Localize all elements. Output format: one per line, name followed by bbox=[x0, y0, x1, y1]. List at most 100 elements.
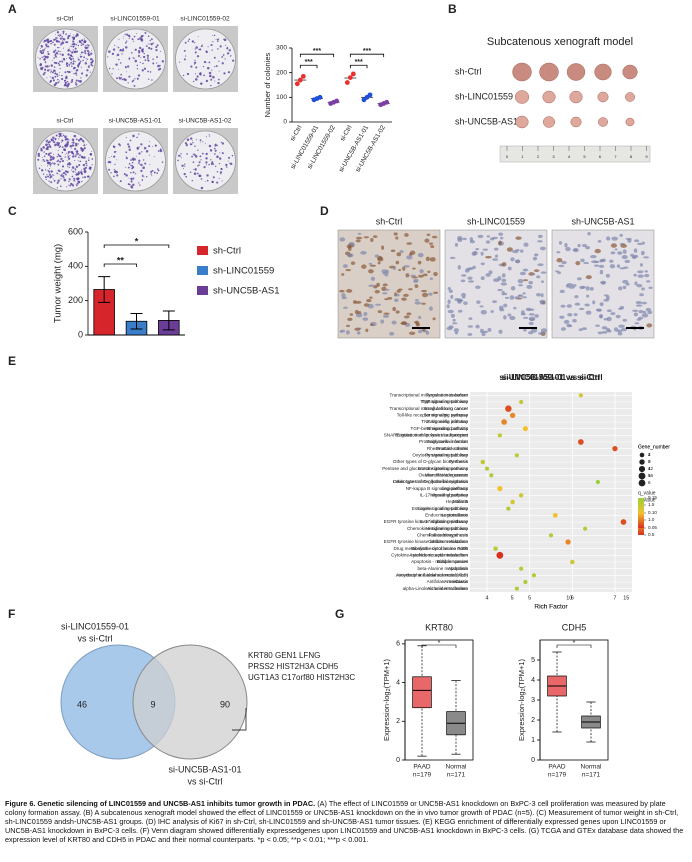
ihc-cell bbox=[565, 246, 571, 252]
ihc-cell bbox=[507, 266, 512, 271]
panel-label: G bbox=[335, 607, 344, 621]
ihc-cell bbox=[404, 233, 409, 237]
colony bbox=[73, 72, 75, 75]
colony bbox=[37, 158, 40, 161]
ihc-cell bbox=[605, 236, 611, 241]
colony bbox=[136, 68, 139, 70]
colony bbox=[125, 40, 128, 42]
colony bbox=[61, 173, 63, 175]
ihc-cell bbox=[420, 289, 428, 293]
category-label: Salmonella infection bbox=[427, 439, 469, 444]
ihc-cell bbox=[633, 273, 637, 277]
colony bbox=[83, 40, 87, 44]
ihc-cell bbox=[414, 299, 419, 302]
caption: Figure 6. Genetic silencing of LINC01559… bbox=[5, 799, 687, 844]
colony bbox=[80, 41, 82, 43]
x-tick-label: 6 bbox=[571, 595, 574, 601]
colony bbox=[138, 182, 140, 184]
colony bbox=[197, 149, 199, 151]
ihc-cell bbox=[501, 262, 507, 267]
ihc-cell bbox=[431, 235, 438, 239]
colony bbox=[133, 85, 136, 87]
ihc-cell bbox=[599, 302, 604, 307]
colony bbox=[127, 34, 131, 37]
bubble bbox=[501, 419, 507, 425]
colony bbox=[67, 155, 70, 158]
caption-body: (A) The effect of LINC01559 or UNC5B-AS1… bbox=[5, 799, 684, 844]
ihc-cell bbox=[540, 280, 545, 283]
colony bbox=[194, 145, 196, 147]
x-tick-label: 4 bbox=[486, 595, 489, 601]
ihc-cell bbox=[575, 260, 581, 266]
ihc-cell bbox=[457, 265, 461, 270]
colony bbox=[134, 78, 136, 80]
ihc-cell bbox=[537, 263, 544, 267]
ihc-cell bbox=[382, 283, 388, 287]
ihc-cell bbox=[499, 236, 504, 240]
colony bbox=[215, 65, 218, 68]
colony bbox=[80, 149, 82, 151]
colony bbox=[204, 180, 206, 182]
bubble bbox=[595, 479, 600, 485]
colony bbox=[45, 43, 48, 47]
ihc-cell bbox=[606, 309, 612, 313]
ihc-cell bbox=[450, 313, 455, 318]
colony bbox=[138, 162, 140, 164]
ihc-cell bbox=[520, 313, 526, 316]
category-label: Histidine metabolism bbox=[426, 526, 469, 531]
colony bbox=[73, 44, 75, 46]
colony bbox=[72, 60, 75, 63]
colony bbox=[43, 71, 46, 74]
colony bbox=[76, 178, 78, 181]
color-legend-bar bbox=[638, 498, 644, 528]
category-label: SNARE interactions in vesicular transpor… bbox=[384, 433, 469, 438]
ihc-cell bbox=[428, 242, 434, 245]
color-legend-label: 0.05 bbox=[648, 525, 657, 530]
colony bbox=[83, 51, 85, 54]
venn-set-a-label: si-LINC01559-01 bbox=[61, 621, 129, 631]
colony bbox=[149, 39, 151, 42]
ruler-label: 0 bbox=[506, 154, 509, 159]
ihc-cell bbox=[355, 236, 363, 240]
ihc-cell bbox=[494, 247, 499, 251]
colony bbox=[113, 170, 117, 174]
colony bbox=[46, 77, 48, 79]
colony bbox=[205, 79, 209, 83]
colony bbox=[228, 49, 231, 52]
colony bbox=[40, 169, 44, 172]
colony bbox=[132, 40, 135, 42]
colony bbox=[71, 138, 75, 142]
ihc-cell bbox=[633, 312, 638, 317]
colony bbox=[87, 53, 91, 57]
colony bbox=[50, 181, 53, 184]
colony bbox=[68, 152, 70, 154]
ihc-cell bbox=[498, 240, 502, 246]
colony bbox=[57, 169, 60, 172]
ihc-cell bbox=[595, 324, 600, 327]
ihc-cell bbox=[600, 280, 607, 285]
colony bbox=[82, 176, 84, 179]
ihc-cell bbox=[469, 240, 476, 244]
ihc-cell bbox=[581, 243, 588, 248]
colony bbox=[125, 71, 127, 73]
y-tick-label: 2 bbox=[531, 717, 535, 724]
colony bbox=[128, 37, 130, 39]
ihc-cell bbox=[556, 258, 563, 263]
group-label: sh-UNC5B-AS1 bbox=[455, 116, 518, 126]
ihc-cell bbox=[341, 273, 345, 276]
colony bbox=[87, 175, 90, 178]
colony bbox=[40, 149, 43, 152]
ihc-cell bbox=[467, 325, 474, 328]
colony bbox=[88, 51, 90, 53]
ihc-cell bbox=[619, 233, 623, 237]
colony bbox=[58, 72, 60, 74]
colony bbox=[183, 58, 186, 61]
category-label: Transcriptional misregulation in cancer bbox=[390, 406, 469, 411]
colony bbox=[59, 185, 62, 188]
colony bbox=[118, 58, 120, 61]
colony bbox=[73, 179, 76, 182]
ihc-cell bbox=[346, 330, 350, 335]
colony bbox=[64, 60, 66, 62]
colony bbox=[224, 58, 226, 60]
significance-bracket bbox=[556, 644, 592, 648]
